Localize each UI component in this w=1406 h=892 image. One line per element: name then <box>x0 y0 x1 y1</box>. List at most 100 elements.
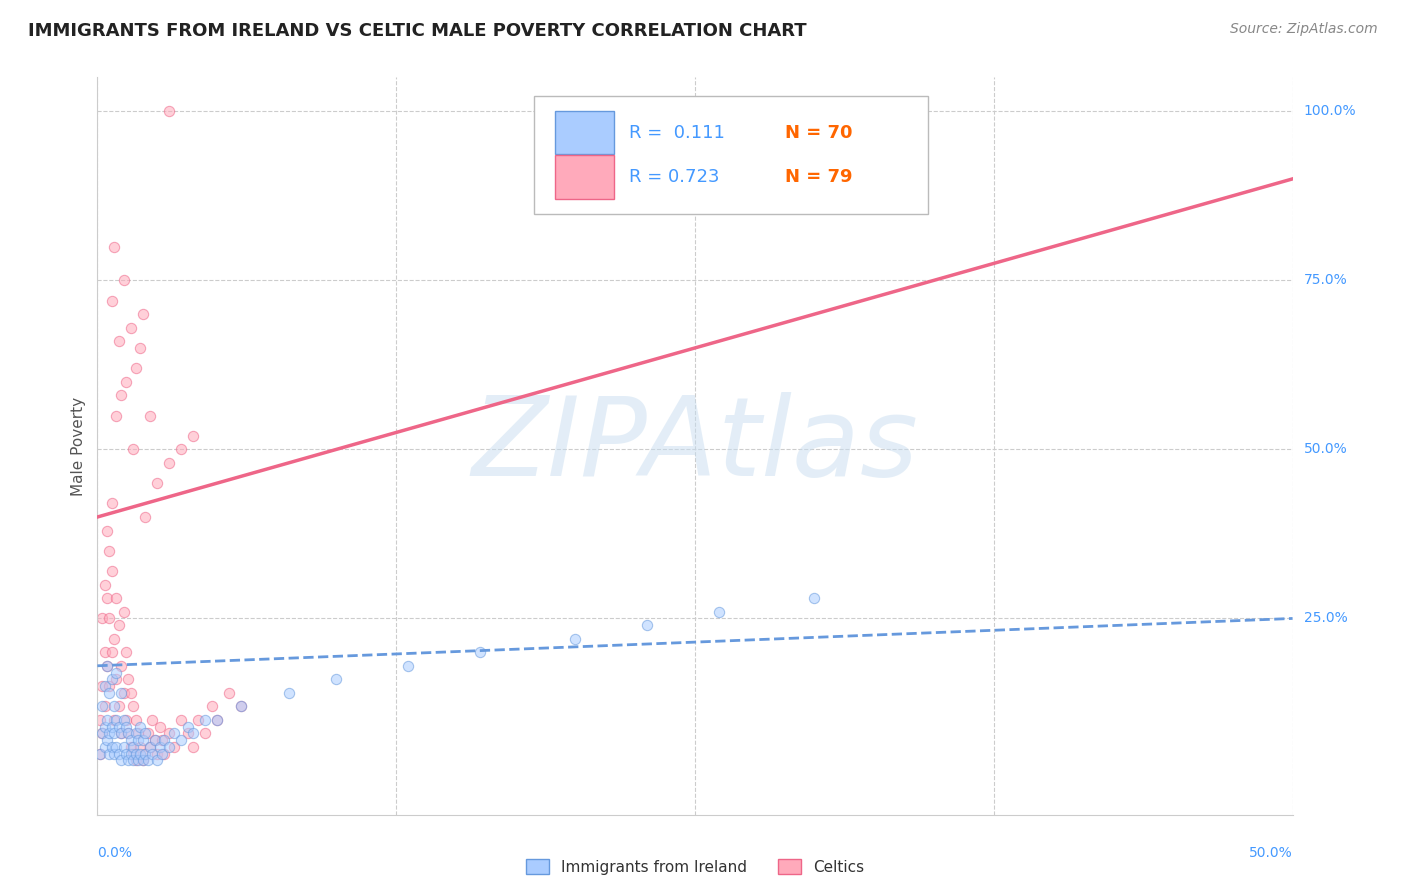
Point <box>707 605 730 619</box>
Point <box>325 673 347 687</box>
Point <box>132 754 155 768</box>
Point <box>105 713 128 727</box>
Point <box>120 739 142 754</box>
Point <box>124 726 146 740</box>
Point <box>205 713 228 727</box>
Point <box>157 739 180 754</box>
Point <box>110 388 132 402</box>
Point <box>148 720 170 734</box>
Point <box>194 713 217 727</box>
Point <box>229 699 252 714</box>
Point <box>89 713 111 727</box>
Point <box>103 239 125 253</box>
Text: 75.0%: 75.0% <box>1303 273 1347 287</box>
Text: 100.0%: 100.0% <box>1303 104 1357 119</box>
Point <box>150 747 173 761</box>
Point <box>170 713 193 727</box>
Point <box>105 739 128 754</box>
Point <box>150 733 173 747</box>
Point <box>127 726 149 740</box>
Point <box>105 665 128 680</box>
Point <box>93 645 115 659</box>
Point <box>112 605 135 619</box>
Point <box>132 733 155 747</box>
Point <box>277 686 299 700</box>
Point <box>153 747 176 761</box>
Point <box>157 104 180 119</box>
Point <box>163 726 186 740</box>
Point <box>98 611 121 625</box>
Point <box>143 733 166 747</box>
Point <box>117 726 139 740</box>
Point <box>103 726 125 740</box>
Point <box>110 726 132 740</box>
Point <box>134 747 156 761</box>
Point <box>122 739 145 754</box>
Point <box>122 754 145 768</box>
Point <box>93 577 115 591</box>
Point <box>134 726 156 740</box>
Point <box>129 720 152 734</box>
Point <box>170 442 193 457</box>
Point <box>117 754 139 768</box>
Text: N = 70: N = 70 <box>785 124 852 142</box>
Point <box>157 726 180 740</box>
Point <box>129 341 152 355</box>
Point <box>98 544 121 558</box>
Legend: Immigrants from Ireland, Celtics: Immigrants from Ireland, Celtics <box>520 853 870 880</box>
Point <box>110 754 132 768</box>
Point <box>141 747 163 761</box>
Point <box>108 699 131 714</box>
Point <box>117 726 139 740</box>
Point <box>115 713 138 727</box>
Point <box>93 739 115 754</box>
Point <box>112 273 135 287</box>
Point <box>91 726 114 740</box>
Point <box>157 456 180 470</box>
Text: N = 79: N = 79 <box>785 168 852 186</box>
Point <box>153 733 176 747</box>
Point <box>129 747 152 761</box>
Point <box>105 673 128 687</box>
Point <box>120 733 142 747</box>
Point <box>146 747 169 761</box>
Point <box>177 720 200 734</box>
Point <box>120 747 142 761</box>
Point <box>108 720 131 734</box>
Point <box>163 739 186 754</box>
Point <box>89 747 111 761</box>
Point <box>96 713 118 727</box>
Point <box>194 726 217 740</box>
Point <box>124 747 146 761</box>
Point <box>96 733 118 747</box>
Text: R = 0.723: R = 0.723 <box>630 168 720 186</box>
Text: ZIPAtlas: ZIPAtlas <box>471 392 918 500</box>
Point <box>115 747 138 761</box>
Point <box>124 361 146 376</box>
Point <box>205 713 228 727</box>
Point <box>93 720 115 734</box>
Point <box>105 409 128 423</box>
Point <box>139 409 162 423</box>
Point <box>93 699 115 714</box>
Point <box>100 720 122 734</box>
Point <box>108 334 131 348</box>
Point <box>129 739 152 754</box>
Point <box>117 673 139 687</box>
Point <box>122 747 145 761</box>
Point <box>134 510 156 524</box>
Point <box>201 699 224 714</box>
Point <box>103 747 125 761</box>
Point <box>139 739 162 754</box>
Point <box>91 699 114 714</box>
Text: 50.0%: 50.0% <box>1249 846 1292 860</box>
Text: 50.0%: 50.0% <box>1303 442 1347 457</box>
Point <box>218 686 240 700</box>
Point <box>96 658 118 673</box>
Point <box>146 476 169 491</box>
Text: R =  0.111: R = 0.111 <box>630 124 725 142</box>
Point <box>108 747 131 761</box>
Point <box>148 739 170 754</box>
Point <box>132 307 155 321</box>
Point <box>468 645 491 659</box>
